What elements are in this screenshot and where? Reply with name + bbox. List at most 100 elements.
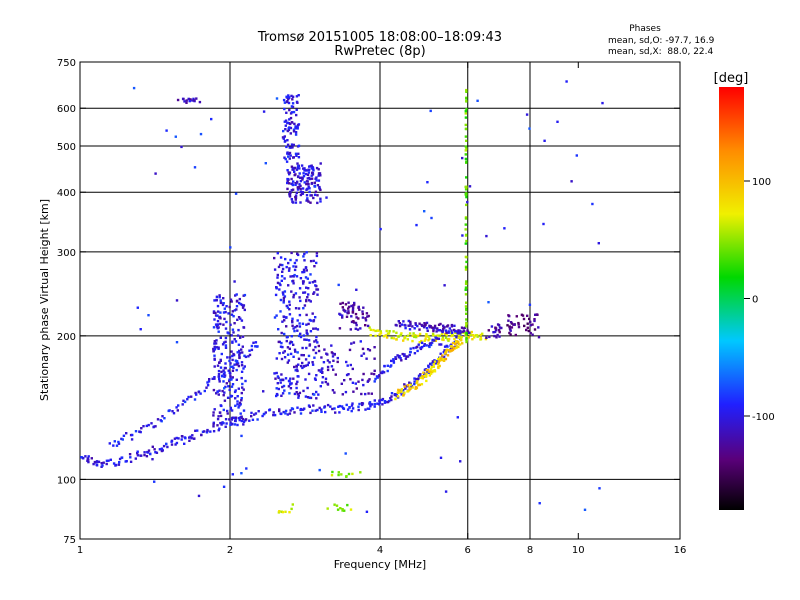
data-point	[503, 227, 506, 230]
data-point	[427, 335, 430, 339]
data-point	[292, 282, 295, 285]
data-point	[281, 267, 285, 271]
data-point	[447, 339, 450, 342]
data-point	[319, 370, 322, 373]
data-point	[337, 283, 340, 287]
data-point	[464, 217, 468, 220]
data-point	[232, 366, 235, 370]
data-point	[428, 324, 431, 327]
data-point	[238, 301, 241, 305]
data-point	[313, 377, 317, 380]
data-point	[437, 323, 441, 326]
data-point	[301, 346, 304, 350]
data-point	[332, 368, 335, 371]
data-point	[458, 343, 462, 346]
data-point	[234, 294, 237, 297]
data-point	[425, 372, 428, 375]
data-point	[299, 184, 302, 188]
data-point	[365, 357, 368, 360]
data-point	[403, 391, 406, 394]
data-point	[283, 315, 286, 319]
data-point	[209, 430, 212, 433]
data-point	[575, 154, 578, 157]
data-point	[446, 338, 449, 341]
data-point	[465, 195, 468, 199]
data-point	[409, 383, 412, 386]
data-point	[415, 335, 418, 339]
data-point	[583, 508, 587, 511]
data-point	[283, 277, 286, 280]
data-point	[350, 315, 353, 318]
data-point	[183, 442, 186, 445]
data-point	[336, 360, 339, 364]
data-point	[339, 313, 342, 316]
data-point	[197, 494, 201, 498]
data-point	[216, 327, 219, 330]
data-point	[240, 472, 243, 475]
data-point	[376, 329, 380, 332]
data-point	[509, 329, 512, 332]
data-point	[430, 362, 434, 365]
data-point	[404, 357, 408, 360]
data-point	[476, 335, 479, 338]
data-point	[369, 334, 372, 337]
data-point	[222, 297, 225, 300]
data-point	[288, 303, 291, 306]
data-point	[428, 370, 431, 373]
data-point	[456, 340, 460, 344]
data-point	[239, 317, 242, 320]
data-point	[361, 312, 364, 316]
data-point	[421, 375, 425, 378]
data-point	[525, 328, 528, 332]
data-point	[240, 434, 243, 438]
data-point	[415, 377, 418, 381]
data-point	[358, 308, 361, 311]
data-point	[345, 403, 348, 407]
data-point	[450, 348, 454, 351]
data-point	[212, 414, 215, 417]
data-point	[442, 357, 445, 361]
data-point	[357, 305, 360, 309]
data-point	[462, 329, 466, 333]
data-point	[293, 170, 296, 173]
data-point	[239, 302, 242, 306]
data-point	[203, 389, 206, 393]
data-point	[366, 407, 370, 410]
data-point	[323, 348, 326, 351]
data-point	[215, 346, 219, 349]
data-point	[292, 128, 296, 131]
data-point	[316, 194, 319, 197]
data-point	[433, 339, 436, 342]
data-point	[403, 383, 406, 386]
data-point	[455, 340, 458, 343]
data-point	[105, 462, 108, 466]
data-point	[290, 335, 293, 338]
data-point	[465, 266, 468, 269]
data-point	[218, 294, 221, 297]
data-point	[543, 139, 546, 142]
data-point	[320, 356, 323, 359]
data-point	[526, 326, 529, 329]
data-point	[212, 326, 216, 329]
data-point	[487, 329, 490, 332]
data-point	[509, 321, 513, 324]
data-point	[398, 354, 401, 358]
data-point	[235, 378, 238, 381]
data-point	[465, 325, 468, 328]
data-point	[461, 342, 464, 345]
data-point	[420, 341, 424, 344]
data-point	[220, 352, 223, 356]
data-point	[219, 414, 223, 418]
data-point	[380, 398, 384, 402]
data-point	[280, 331, 283, 335]
data-point	[528, 303, 532, 306]
data-point	[136, 306, 139, 309]
data-point	[433, 326, 436, 329]
data-point	[289, 190, 292, 194]
data-point	[431, 338, 434, 342]
data-point	[287, 261, 290, 265]
data-point	[314, 378, 317, 381]
y-tick-label: 750	[57, 58, 76, 69]
data-point	[212, 350, 215, 353]
data-point	[287, 379, 291, 383]
